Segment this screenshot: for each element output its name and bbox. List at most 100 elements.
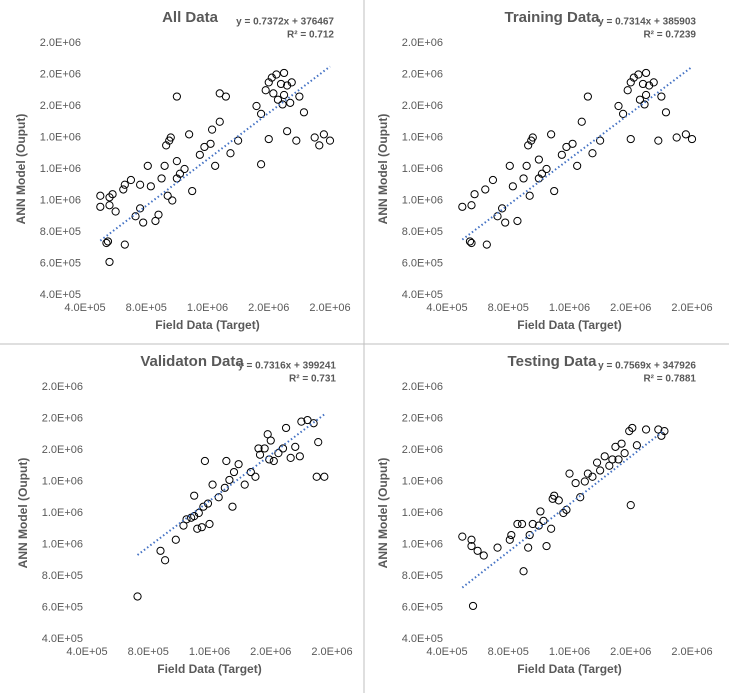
data-point xyxy=(154,210,163,219)
data-point xyxy=(626,134,635,144)
data-point xyxy=(539,516,548,525)
data-point xyxy=(542,541,551,551)
y-tick-label: 8.0E+05 xyxy=(402,226,443,238)
data-point xyxy=(649,78,658,87)
x-axis-title: Field Data (Target) xyxy=(517,662,621,676)
data-point xyxy=(681,130,690,139)
y-tick-label: 1.0E+06 xyxy=(42,475,83,487)
data-point xyxy=(193,524,202,533)
data-point xyxy=(251,472,260,481)
y-tick-label: 1.0E+06 xyxy=(40,163,81,175)
y-tick-label: 1.0E+06 xyxy=(402,163,443,175)
data-point xyxy=(481,185,490,194)
data-point xyxy=(211,161,220,170)
trend-equation: y = 0.7569x + 347926 xyxy=(598,361,696,372)
x-tick-label: 1.0E+06 xyxy=(187,302,228,314)
data-point xyxy=(119,185,128,194)
data-point xyxy=(525,191,534,200)
y-tick-label: 6.0E+05 xyxy=(40,257,81,269)
data-point xyxy=(542,164,551,174)
data-point xyxy=(156,546,165,555)
y-axis-title: ANN Model (Ouput) xyxy=(14,114,28,225)
y-tick-label: 2.0E+06 xyxy=(40,68,81,80)
x-tick-label: 2.0E+06 xyxy=(671,302,712,314)
chart-title: Validaton Data xyxy=(140,353,244,370)
data-point xyxy=(96,202,105,211)
y-tick-label: 4.0E+05 xyxy=(40,289,81,301)
data-point xyxy=(255,450,265,459)
data-point xyxy=(458,202,467,211)
data-point xyxy=(320,472,329,481)
data-point xyxy=(547,524,556,533)
data-point xyxy=(588,472,597,481)
data-point xyxy=(274,449,283,458)
data-point xyxy=(519,174,528,183)
data-point xyxy=(185,130,194,139)
data-point xyxy=(105,201,114,210)
data-point xyxy=(273,95,283,104)
y-tick-label: 2.0E+06 xyxy=(42,412,83,424)
y-tick-label: 2.0E+06 xyxy=(402,381,443,393)
data-point xyxy=(272,70,281,79)
data-point xyxy=(166,133,175,142)
data-point xyxy=(467,238,476,248)
y-tick-label: 1.0E+06 xyxy=(40,194,81,206)
data-point xyxy=(620,449,629,458)
y-tick-label: 1.0E+06 xyxy=(402,194,443,206)
y-tick-label: 1.0E+06 xyxy=(402,507,443,519)
data-point xyxy=(172,157,181,166)
chart-title: Training Data xyxy=(504,9,600,26)
y-tick-label: 8.0E+05 xyxy=(40,226,81,238)
y-tick-label: 2.0E+06 xyxy=(402,412,443,424)
y-tick-label: 1.0E+06 xyxy=(402,538,443,550)
data-point xyxy=(614,455,623,464)
x-axis-title: Field Data (Target) xyxy=(157,662,261,676)
data-point xyxy=(608,455,617,464)
data-point xyxy=(479,551,488,560)
data-point xyxy=(641,90,651,100)
data-point xyxy=(190,491,199,500)
x-tick-label: 2.0E+06 xyxy=(610,646,651,658)
data-point xyxy=(182,515,191,524)
y-axis-title: ANN Model (Ouput) xyxy=(376,114,390,225)
data-point xyxy=(208,480,217,489)
data-point xyxy=(163,191,172,200)
x-tick-label: 1.0E+06 xyxy=(549,646,590,658)
x-axis-title: Field Data (Target) xyxy=(517,318,621,332)
data-point xyxy=(537,169,547,178)
data-point xyxy=(286,98,295,107)
data-point xyxy=(550,491,559,500)
y-tick-label: 1.0E+06 xyxy=(42,507,83,519)
x-tick-label: 2.0E+06 xyxy=(250,646,291,658)
y-tick-label: 4.0E+05 xyxy=(402,289,443,301)
data-point xyxy=(309,419,318,428)
data-point xyxy=(172,92,181,101)
data-point xyxy=(505,161,514,170)
data-point xyxy=(299,108,309,117)
data-point xyxy=(286,453,295,462)
data-point xyxy=(215,117,224,126)
data-point xyxy=(628,423,637,433)
data-point xyxy=(269,456,278,466)
data-point xyxy=(465,237,475,246)
data-point xyxy=(139,218,148,227)
data-point xyxy=(657,92,666,101)
data-point xyxy=(103,237,113,246)
x-tick-label: 2.0E+06 xyxy=(311,646,352,658)
data-point xyxy=(240,480,249,489)
data-point xyxy=(160,556,170,565)
data-point xyxy=(626,501,635,510)
data-point xyxy=(614,101,623,111)
data-point xyxy=(473,546,482,555)
data-point xyxy=(468,601,478,611)
data-point xyxy=(568,139,577,148)
data-point xyxy=(111,207,120,216)
y-tick-label: 6.0E+05 xyxy=(402,257,443,269)
x-tick-label: 1.0E+06 xyxy=(549,302,590,314)
x-tick-label: 1.0E+06 xyxy=(189,646,230,658)
data-point xyxy=(206,139,215,148)
data-point xyxy=(507,530,516,540)
data-point xyxy=(120,180,129,189)
data-point xyxy=(557,150,566,159)
